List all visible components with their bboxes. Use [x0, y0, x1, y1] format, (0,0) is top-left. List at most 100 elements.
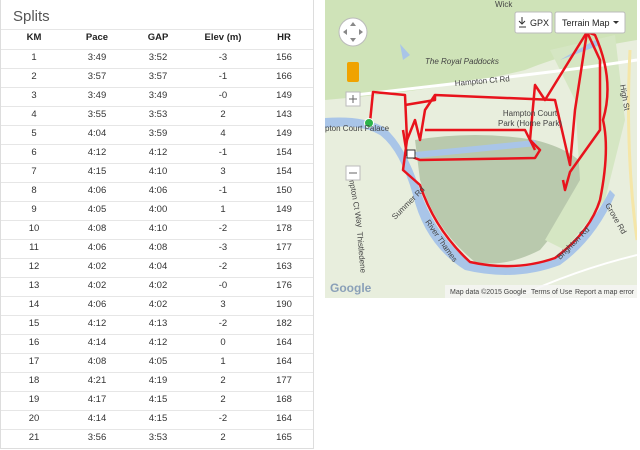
table-cell: 149 — [276, 90, 292, 101]
table-cell: 1 — [31, 52, 37, 63]
nav-control[interactable] — [338, 17, 368, 47]
table-cell: 4:02 — [87, 261, 107, 272]
table-cell: 4:05 — [148, 356, 168, 367]
table-cell: 16 — [28, 337, 40, 348]
table-cell: -3 — [218, 242, 228, 253]
table-cell: 164 — [276, 413, 292, 424]
table-cell: 177 — [276, 242, 292, 253]
table-cell: 4:04 — [87, 128, 107, 139]
table-cell: 149 — [276, 204, 292, 215]
table-cell: 3 — [31, 90, 37, 101]
divider — [1, 29, 313, 30]
row-divider — [1, 220, 313, 221]
table-cell: 3:53 — [148, 432, 168, 443]
table-cell: 164 — [276, 337, 292, 348]
table-cell: 163 — [276, 261, 292, 272]
row-divider — [1, 49, 313, 50]
table-cell: 154 — [276, 166, 292, 177]
table-cell: 4:15 — [148, 394, 168, 405]
table-cell: 12 — [28, 261, 40, 272]
table-cell: 2 — [220, 432, 226, 443]
table-cell: 4:02 — [148, 299, 168, 310]
table-cell: 4:02 — [148, 280, 168, 291]
table-cell: 3:57 — [148, 71, 168, 82]
park-east — [545, 35, 625, 250]
gpx-button[interactable] — [514, 11, 553, 34]
table-cell: 4:02 — [87, 280, 107, 291]
dropdown-caret — [613, 21, 619, 24]
table-cell: 4:15 — [148, 413, 168, 424]
map-label: Thistledene — [355, 231, 368, 274]
long-water — [415, 140, 537, 158]
table-cell: 3:59 — [148, 128, 168, 139]
terms-link[interactable]: Terms of Use — [531, 289, 572, 296]
table-cell: 154 — [276, 147, 292, 158]
row-divider — [1, 410, 313, 411]
row-divider — [1, 144, 313, 145]
table-cell: 4:08 — [87, 223, 107, 234]
table-cell: 4:12 — [87, 147, 107, 158]
table-cell: 149 — [276, 128, 292, 139]
table-cell: 4:15 — [87, 166, 107, 177]
table-cell: 4:05 — [87, 204, 107, 215]
start-marker — [364, 118, 374, 128]
row-divider — [1, 296, 313, 297]
table-cell: 4:08 — [148, 242, 168, 253]
table-cell: 1 — [220, 356, 226, 367]
table-cell: -2 — [218, 223, 228, 234]
table-cell: 178 — [276, 223, 292, 234]
map-type-button[interactable] — [554, 11, 626, 34]
route — [368, 30, 609, 268]
map[interactable]: Wick The Royal Paddocks Hampton Ct Rd Ha… — [325, 0, 637, 298]
table-cell: 168 — [276, 394, 292, 405]
table-cell: 4:19 — [148, 375, 168, 386]
table-cell: 4:06 — [87, 242, 107, 253]
table-cell: 2 — [220, 394, 226, 405]
table-cell: 13 — [28, 280, 40, 291]
table-cell: 7 — [31, 166, 37, 177]
table-cell: 4:06 — [148, 185, 168, 196]
map-label: Park (Home Park) — [498, 119, 562, 128]
table-cell: 11 — [29, 242, 39, 253]
table-cell: 4:00 — [148, 204, 168, 215]
row-divider — [1, 201, 313, 202]
table-cell: 3:49 — [87, 52, 107, 63]
table-cell: 4:17 — [87, 394, 107, 405]
column-header: KM — [26, 32, 42, 43]
row-divider — [1, 182, 313, 183]
table-cell: 4:12 — [148, 337, 168, 348]
table-cell: -1 — [218, 185, 228, 196]
zoom-in-icon — [349, 95, 357, 103]
table-cell: 3 — [220, 166, 226, 177]
pegman[interactable] — [347, 62, 359, 82]
row-divider — [1, 163, 313, 164]
map-type-label: Terrain Map — [562, 18, 610, 28]
row-divider — [1, 239, 313, 240]
row-divider — [1, 87, 313, 88]
map-footer — [445, 285, 637, 298]
table-cell: 156 — [276, 52, 292, 63]
panel-title: Splits — [13, 8, 50, 25]
table-cell: -2 — [218, 413, 228, 424]
table-cell: 17 — [28, 356, 40, 367]
park-area — [415, 135, 587, 264]
table-cell: -2 — [218, 318, 228, 329]
table-cell: 4:14 — [87, 413, 107, 424]
table-cell: 4:06 — [87, 299, 107, 310]
table-cell: 2 — [31, 71, 37, 82]
table-cell: -3 — [218, 52, 228, 63]
report-link[interactable]: Report a map error — [575, 289, 635, 296]
table-cell: 3:52 — [148, 52, 168, 63]
table-cell: 4:14 — [87, 337, 107, 348]
table-cell: 4:12 — [148, 147, 168, 158]
row-divider — [1, 334, 313, 335]
table-cell: 150 — [276, 185, 292, 196]
row-divider — [1, 258, 313, 259]
row-divider — [1, 277, 313, 278]
table-cell: -0 — [218, 280, 228, 291]
row-divider — [1, 125, 313, 126]
road — [627, 49, 637, 241]
row-divider — [1, 106, 313, 107]
map-label: Hampton Court — [503, 109, 558, 118]
